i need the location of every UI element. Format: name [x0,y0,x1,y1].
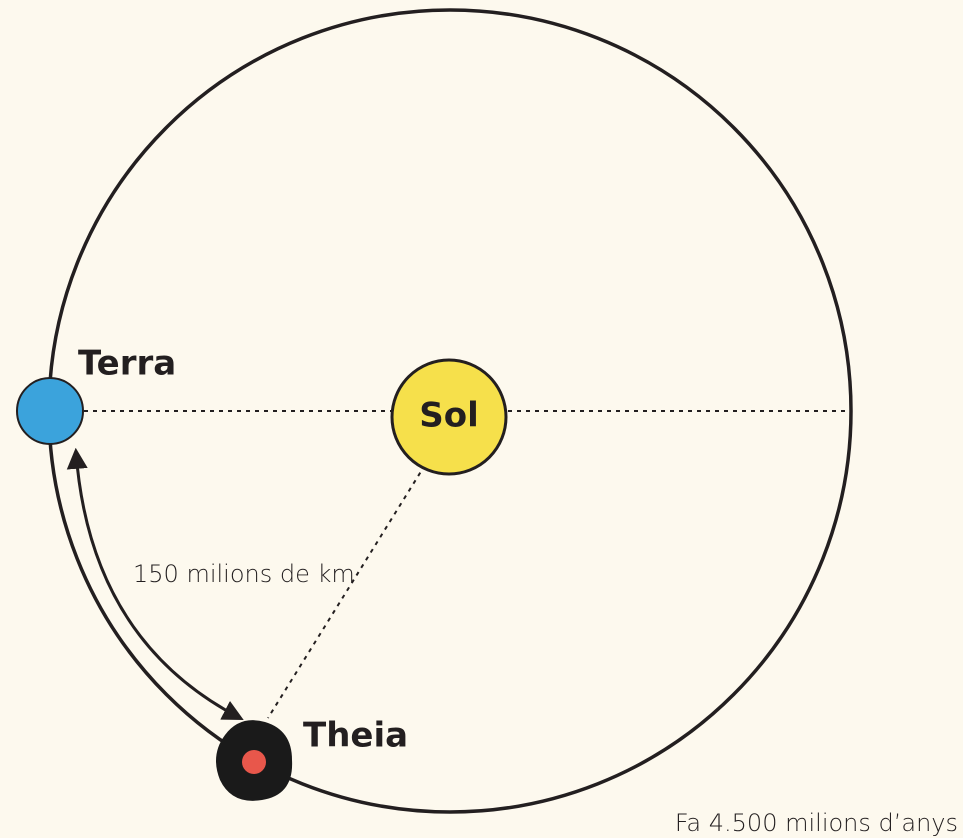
caption: Fa 4.500 milions d’anys [675,809,958,837]
node-label: Sol [419,396,479,436]
edge-label: 150 milions de km [133,560,355,588]
node-label: Terra [78,344,176,384]
node-label: Theia [303,716,408,756]
theia-core [242,750,266,774]
page: {"nodes": [ {"label": "Sol"}, {"label": … [0,0,963,838]
diagram: Sol Terra Theia 150 milions de km Fa 4.5… [0,0,963,838]
earth [17,378,83,444]
